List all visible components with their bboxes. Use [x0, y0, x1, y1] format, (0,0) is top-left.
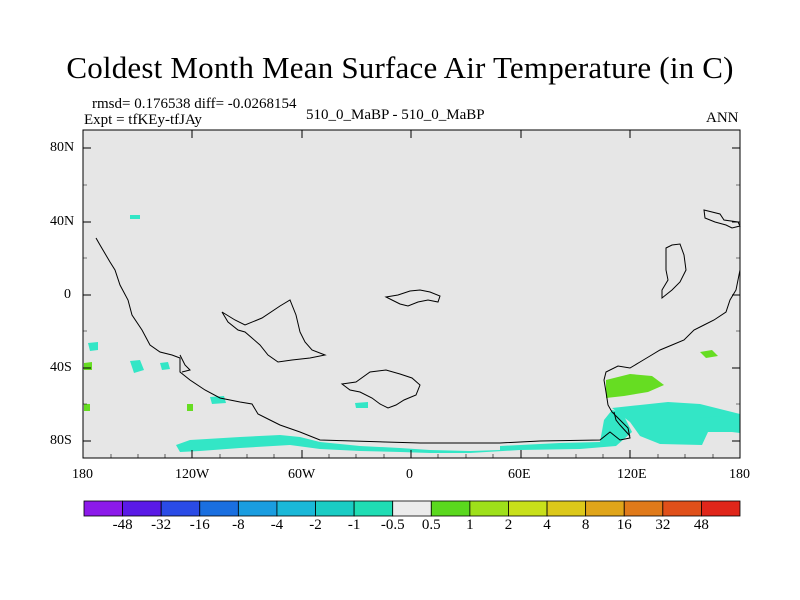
colorbar-label: 1 [466, 517, 474, 533]
patch-sw-5 [355, 402, 368, 408]
coast-asia-inlet [661, 243, 687, 300]
colorbar-label: -48 [112, 517, 133, 533]
warm-patch-west-2 [84, 404, 90, 411]
warm-patch-south-pacific [606, 374, 664, 398]
antarctic-band [176, 410, 632, 453]
colorbar-swatch [392, 500, 432, 517]
map-title: Coldest Month Mean Surface Air Temperatu… [66, 50, 734, 85]
coastlines [95, 209, 741, 444]
x-tick-120w: 120W [175, 467, 210, 482]
colorbar-label: 32 [655, 517, 671, 533]
coast-equatorial-island [384, 289, 441, 307]
colorbar-label: 0.5 [421, 517, 441, 533]
colorbar-label: -2 [309, 517, 322, 533]
southern-ocean-patch-east [612, 402, 740, 445]
colorbar-swatch [237, 500, 278, 517]
map-background [83, 130, 740, 458]
positive-anomaly-shading [84, 350, 718, 411]
colorbar-swatch [276, 500, 316, 517]
colorbar-label: -8 [232, 517, 245, 533]
colorbar-label: 2 [504, 517, 513, 533]
expt-line: Expt = tfKEy-tfJAy [84, 112, 202, 128]
comparison-label: 510_0_MaBP - 510_0_MaBP [306, 107, 485, 123]
patch-sw-2 [160, 362, 170, 370]
colorbar-swatch [662, 500, 702, 517]
colorbar-swatch [508, 500, 548, 517]
x-tick-120e: 120E [617, 467, 647, 482]
colorbar-swatch [469, 500, 509, 517]
colorbar-swatch [623, 500, 664, 517]
colorbar-label: -32 [151, 517, 172, 533]
colorbar [83, 500, 741, 517]
colorbar-swatch [430, 500, 471, 517]
colorbar-label: 48 [693, 517, 709, 533]
colorbar-swatch [122, 500, 162, 517]
coast-south-atlantic-island [340, 369, 421, 409]
colorbar-swatch [315, 500, 355, 517]
colorbar-label: 16 [616, 517, 632, 533]
y-tick-0: 0 [64, 287, 71, 302]
colorbar-label: -1 [347, 517, 361, 533]
y-tick-40s: 40S [50, 360, 72, 375]
southern-ocean-patch-far-east [700, 414, 740, 433]
coast-northeast-block [703, 209, 741, 229]
x-tick-60w: 60W [288, 467, 316, 482]
colorbar-swatch [353, 500, 394, 517]
axis-ticks [82, 130, 741, 458]
coast-western-continent [95, 237, 741, 444]
x-tick-180w: 180 [72, 467, 93, 482]
stats-line: rmsd= 0.176538 diff= -0.0268154 [92, 96, 297, 112]
patch-sw-3 [88, 342, 98, 351]
x-tick-180e: 180 [729, 467, 750, 482]
warm-patch-west [84, 362, 92, 370]
patch-sw-1 [130, 360, 144, 373]
y-tick-80s: 80S [50, 433, 72, 448]
colorbar-label: 4 [543, 517, 551, 533]
season-label: ANN [706, 110, 739, 126]
colorbar-label: -16 [189, 517, 210, 533]
x-tick-60e: 60E [508, 467, 531, 482]
colorbar-swatch [199, 500, 239, 517]
y-tick-80n: 80N [50, 140, 75, 155]
y-tick-40n: 40N [50, 214, 75, 229]
colorbar-swatch [83, 500, 123, 517]
colorbar-label: -0.5 [380, 517, 405, 533]
coast-small-west-island [179, 354, 191, 373]
x-tick-0: 0 [406, 467, 413, 482]
coast-southern-indent [613, 411, 631, 437]
colorbar-label: -4 [270, 517, 284, 533]
coast-central-landmass [221, 299, 327, 363]
colorbar-label: 8 [581, 517, 590, 533]
warm-patch-east [700, 350, 718, 358]
colorbar-swatch [701, 500, 741, 517]
colorbar-swatch [160, 500, 201, 517]
patch-nw-1 [130, 215, 140, 219]
colorbar-swatch [546, 500, 587, 517]
warm-patch-small [187, 404, 193, 411]
colorbar-swatch [585, 500, 625, 517]
